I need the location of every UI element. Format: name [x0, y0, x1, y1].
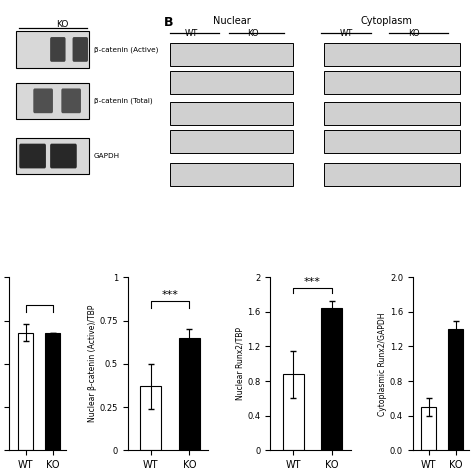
Text: ***: ***	[162, 290, 179, 300]
Y-axis label: Cytoplasmic Runx2/GAPDH: Cytoplasmic Runx2/GAPDH	[378, 312, 387, 416]
Text: Nuclear: Nuclear	[213, 16, 251, 26]
FancyBboxPatch shape	[170, 71, 293, 94]
FancyBboxPatch shape	[324, 102, 460, 125]
Text: ***: ***	[304, 277, 321, 287]
Text: KO: KO	[408, 29, 419, 38]
FancyBboxPatch shape	[324, 163, 460, 185]
Bar	[321, 308, 342, 450]
Bar	[140, 386, 161, 450]
FancyBboxPatch shape	[324, 130, 460, 153]
FancyBboxPatch shape	[170, 102, 293, 125]
FancyBboxPatch shape	[50, 37, 65, 62]
FancyBboxPatch shape	[73, 37, 88, 62]
FancyBboxPatch shape	[17, 138, 90, 174]
Bar	[421, 407, 436, 450]
FancyBboxPatch shape	[170, 43, 293, 65]
Bar	[283, 374, 304, 450]
Y-axis label: Nuclear β-catenin (Active)/TBP: Nuclear β-catenin (Active)/TBP	[88, 305, 97, 422]
Bar	[448, 329, 463, 450]
FancyBboxPatch shape	[17, 31, 90, 67]
Text: KO: KO	[247, 29, 259, 38]
FancyBboxPatch shape	[50, 144, 77, 168]
FancyBboxPatch shape	[33, 89, 53, 113]
Text: B: B	[164, 16, 173, 29]
Bar	[45, 333, 60, 450]
Text: GAPDH: GAPDH	[93, 153, 120, 159]
FancyBboxPatch shape	[61, 89, 81, 113]
Text: WT: WT	[339, 29, 353, 38]
FancyBboxPatch shape	[170, 163, 293, 185]
FancyBboxPatch shape	[170, 130, 293, 153]
FancyBboxPatch shape	[324, 71, 460, 94]
FancyBboxPatch shape	[19, 144, 46, 168]
Y-axis label: Nuclear Runx2/TBP: Nuclear Runx2/TBP	[236, 327, 245, 400]
FancyBboxPatch shape	[17, 83, 90, 119]
Text: WT: WT	[185, 29, 198, 38]
Bar	[18, 333, 33, 450]
FancyBboxPatch shape	[324, 43, 460, 65]
Bar	[179, 338, 200, 450]
Text: Cytoplasm: Cytoplasm	[360, 16, 412, 26]
Text: β-catenin (Active): β-catenin (Active)	[93, 46, 158, 53]
Text: KO: KO	[56, 20, 69, 29]
Text: β-catenin (Total): β-catenin (Total)	[93, 98, 152, 104]
